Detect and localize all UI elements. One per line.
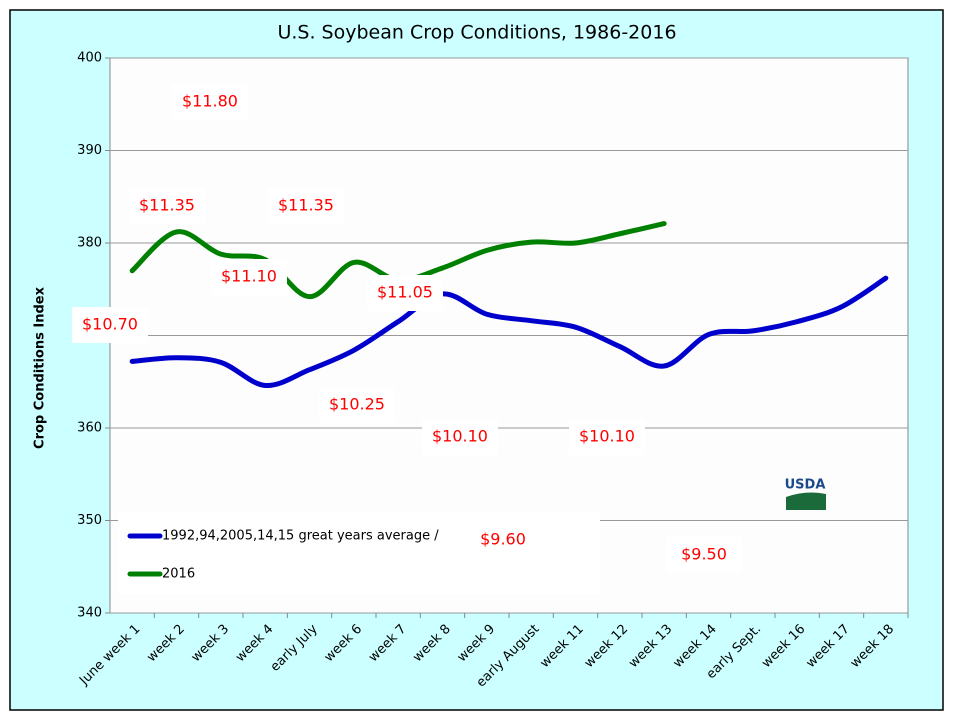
legend-label: 2016	[162, 567, 195, 582]
annotation: $10.10	[422, 419, 498, 455]
annotation-text: $10.70	[82, 315, 138, 334]
annotation-box	[211, 259, 287, 295]
y-axis-label: Crop Conditions Index	[33, 286, 48, 449]
annotation: $11.10	[211, 259, 287, 295]
annotation-box	[129, 188, 205, 224]
annotation-text: $10.10	[432, 427, 488, 446]
y-tick-label: 390	[77, 143, 102, 158]
annotation-box	[465, 522, 541, 558]
annotation-text: $10.25	[329, 395, 385, 414]
logo-shape	[786, 492, 826, 510]
y-tick-label: 350	[77, 513, 102, 528]
annotation-box	[172, 84, 248, 120]
y-tick-label: 360	[77, 421, 102, 436]
annotation: $11.35	[268, 188, 344, 224]
annotation-text: $11.10	[221, 267, 277, 286]
annotation: $10.10	[569, 419, 645, 455]
usda-logo: USDA	[785, 478, 826, 510]
series-line	[129, 275, 889, 388]
annotation: $11.80	[172, 84, 248, 120]
y-tick-label: 380	[77, 236, 102, 251]
annotation-text: $11.35	[139, 196, 195, 215]
chart-title: U.S. Soybean Crop Conditions, 1986-2016	[277, 22, 676, 44]
annotation: $10.25	[319, 387, 395, 423]
annotation-box	[666, 537, 742, 573]
annotation-text: $10.10	[579, 427, 635, 446]
annotation-box	[569, 419, 645, 455]
annotation: $9.50	[666, 537, 742, 573]
annotation-text: $11.05	[377, 283, 433, 302]
legend-label: 1992,94,2005,14,15 great years average /…	[162, 529, 515, 544]
annotation-box	[367, 275, 443, 311]
annotation: $9.60	[465, 522, 541, 558]
annotation: $11.35	[129, 188, 205, 224]
annotation: $10.70	[72, 307, 148, 343]
annotation-box	[72, 307, 148, 343]
annotation-text: $9.60	[480, 530, 526, 549]
annotation-text: $11.80	[182, 92, 238, 111]
annotation-box	[268, 188, 344, 224]
logo-text: USDA	[785, 478, 826, 493]
annotation-text: $11.35	[278, 196, 334, 215]
annotation: $11.05	[367, 275, 443, 311]
y-tick-label: 340	[77, 606, 102, 621]
annotation-box	[422, 419, 498, 455]
annotation-box	[319, 387, 395, 423]
annotation-text: $9.50	[681, 545, 727, 564]
y-tick-label: 400	[77, 51, 102, 66]
